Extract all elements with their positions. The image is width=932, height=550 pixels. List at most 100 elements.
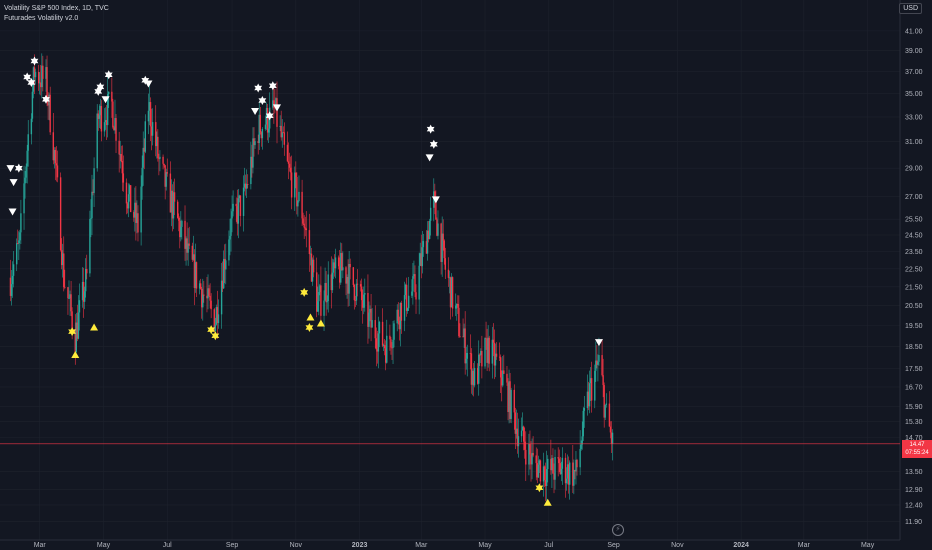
- star-marker: [14, 163, 23, 173]
- candle-body: [289, 167, 292, 173]
- candle-body: [553, 473, 555, 480]
- candle-body: [347, 276, 349, 294]
- candle-body: [148, 102, 151, 111]
- candle-body: [151, 122, 154, 136]
- candle-body: [45, 67, 47, 79]
- star-marker: [305, 323, 314, 333]
- candle-body: [113, 127, 115, 131]
- candle-body: [52, 132, 55, 161]
- symbol-title[interactable]: Volatility S&P 500 Index, 1D, TVC: [4, 5, 109, 12]
- candle-body: [480, 350, 482, 355]
- currency-label[interactable]: USD: [899, 3, 922, 14]
- candle-body: [537, 464, 540, 478]
- candle-body: [239, 195, 242, 216]
- price-axis[interactable]: 41.00 39.00 37.00 35.00 33.00 31.00 29.00 27.00…: [905, 28, 923, 525]
- x-tick-label: May: [861, 542, 875, 549]
- y-tick-label: 24.50: [905, 233, 923, 240]
- candle-body: [428, 220, 431, 240]
- y-tick-label: 27.00: [905, 194, 923, 201]
- candle-body: [510, 389, 512, 419]
- candle-body: [281, 132, 283, 138]
- candle-body: [391, 347, 393, 349]
- candle-body: [26, 150, 28, 167]
- candle-body: [502, 370, 504, 386]
- candle-body: [210, 300, 212, 310]
- candle-body: [165, 172, 167, 187]
- chart-legend: Volatility S&P 500 Index, 1D, TVC Futura…: [4, 4, 109, 24]
- time-axis[interactable]: Mar May Jul Sep Nov 2023 Mar May Jul Sep Nov 2024 Ma…: [34, 542, 875, 549]
- candle-body: [509, 381, 511, 419]
- x-tick-label: Nov: [671, 542, 684, 549]
- candle-body: [69, 294, 71, 299]
- indicator-title[interactable]: Futurades Volatility v2.0: [4, 15, 79, 22]
- last-price-value: 14.47: [909, 441, 925, 448]
- star-marker: [94, 86, 103, 96]
- candle-body: [303, 223, 305, 228]
- candle-body: [360, 286, 363, 301]
- sell-triangle-marker: [425, 154, 434, 162]
- candle-body: [137, 213, 139, 233]
- y-tick-label: 31.00: [905, 139, 923, 146]
- candle-body: [421, 247, 423, 267]
- candle-body: [597, 361, 599, 365]
- candle-body: [127, 194, 130, 209]
- candle-body: [558, 458, 560, 464]
- star-marker: [23, 72, 32, 82]
- candle-body: [16, 243, 18, 265]
- candle-body: [392, 339, 394, 348]
- candle-body: [191, 245, 194, 260]
- candle-body: [319, 285, 321, 293]
- candle-body: [77, 312, 80, 339]
- star-marker: [68, 327, 77, 337]
- candle-body: [487, 337, 489, 363]
- y-tick-label: 15.90: [905, 404, 923, 411]
- x-tick-label: Mar: [34, 542, 47, 549]
- candle-body: [62, 253, 64, 266]
- tradingview-logo-icon[interactable]: ⚡: [612, 524, 624, 536]
- candle-body: [349, 263, 351, 268]
- candle-body: [517, 436, 520, 447]
- y-tick-label: 15.30: [905, 419, 923, 426]
- candle-body: [449, 277, 452, 308]
- star-marker: [254, 83, 263, 93]
- candle-body: [201, 288, 203, 308]
- candle-body: [194, 262, 197, 288]
- candle-body: [377, 333, 380, 352]
- candle-body: [514, 412, 517, 434]
- candle-body: [188, 243, 190, 246]
- candle-body: [525, 449, 527, 465]
- candle-body: [469, 352, 472, 354]
- candle-body: [261, 128, 264, 139]
- candle-body: [375, 338, 378, 350]
- candle-body: [531, 452, 533, 465]
- candle-body: [149, 102, 152, 127]
- x-tick-label: Mar: [798, 542, 811, 549]
- candle-body: [346, 276, 348, 284]
- candle-body: [142, 147, 144, 168]
- candle-body: [362, 300, 364, 308]
- candle-body: [458, 307, 460, 337]
- candle-body: [220, 280, 223, 315]
- star-marker: [30, 56, 39, 66]
- candle-body: [82, 281, 85, 302]
- candle-body: [309, 253, 312, 255]
- candle-body: [253, 138, 255, 146]
- candle-body: [396, 309, 398, 324]
- candle-body: [465, 358, 467, 364]
- candle-body: [100, 106, 103, 132]
- candle-body: [608, 403, 611, 427]
- candle-body: [225, 260, 227, 270]
- candle-body: [359, 284, 362, 287]
- candle-body: [294, 172, 296, 198]
- candle-body: [192, 254, 195, 260]
- candle-body: [231, 211, 233, 219]
- candle-body: [538, 460, 541, 465]
- candle-body: [330, 274, 333, 291]
- candle-body: [81, 281, 84, 301]
- candle-body: [279, 125, 281, 127]
- candle-body: [364, 293, 366, 295]
- candle-body: [318, 292, 320, 302]
- candle-body: [602, 375, 604, 386]
- candle-body: [530, 454, 532, 465]
